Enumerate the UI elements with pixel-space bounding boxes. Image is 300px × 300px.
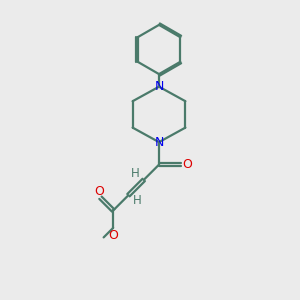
Text: H: H: [133, 194, 142, 207]
Text: O: O: [108, 229, 118, 242]
Text: O: O: [94, 184, 104, 198]
Text: N: N: [154, 80, 164, 93]
Text: N: N: [154, 136, 164, 148]
Text: H: H: [131, 167, 140, 180]
Text: O: O: [182, 158, 192, 171]
